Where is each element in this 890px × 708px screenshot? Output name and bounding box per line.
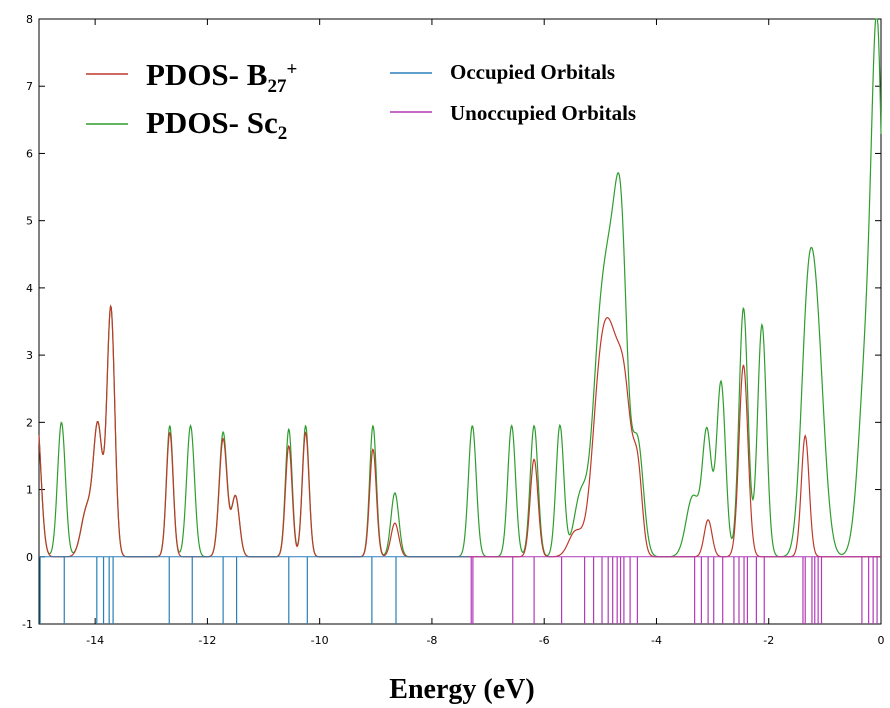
plot-border: [38, 18, 882, 625]
y-tick-label: 5: [26, 215, 33, 228]
legend-label-unoccupied: Unoccupied Orbitals: [450, 101, 636, 125]
x-tick-label: -8: [426, 634, 437, 647]
x-tick-label: 0: [878, 634, 885, 647]
y-tick-label: -1: [22, 618, 33, 631]
y-tick-label: 4: [26, 282, 33, 295]
plot-frame: [38, 18, 882, 625]
y-tick-label: 3: [26, 349, 33, 362]
series-line-b27: [38, 304, 881, 558]
y-tick-label: 6: [26, 147, 33, 160]
legend-label-occupied: Occupied Orbitals: [450, 60, 615, 84]
y-tick-label: 1: [26, 484, 33, 497]
y-tick-label: 2: [26, 416, 33, 429]
x-axis-label: Energy (eV): [389, 674, 534, 705]
series-line-sc2: [38, 18, 882, 558]
series-group: [38, 18, 882, 558]
legend-label-b27: PDOS- B27+: [146, 57, 297, 97]
x-tick-label: -12: [198, 634, 216, 647]
orbital-lines: [39, 556, 881, 624]
x-tick-label: -10: [311, 634, 329, 647]
x-tick-label: -6: [539, 634, 550, 647]
x-tick-label: -2: [763, 634, 774, 647]
y-tick-label: 8: [26, 13, 33, 26]
x-tick-label: -4: [651, 634, 662, 647]
y-tick-label: 7: [26, 80, 33, 93]
legend-label-sc2: PDOS- Sc2: [146, 105, 287, 144]
legend: PDOS- B27+ PDOS- Sc2 Occupied Orbitals U…: [86, 57, 636, 144]
y-tick-label: 0: [26, 551, 33, 564]
x-tick-label: -14: [86, 634, 104, 647]
